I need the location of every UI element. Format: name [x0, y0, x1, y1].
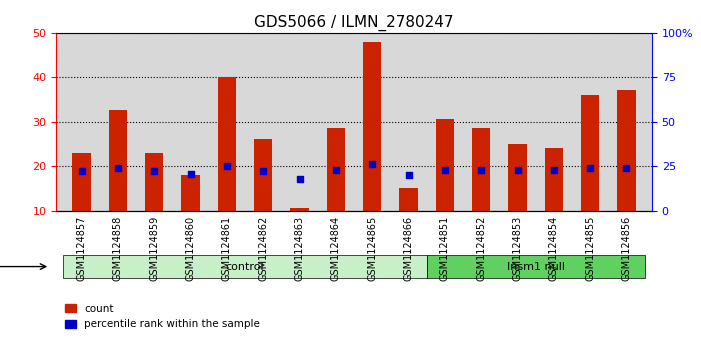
Point [330, 167, 341, 172]
Title: GDS5066 / ILMN_2780247: GDS5066 / ILMN_2780247 [254, 15, 454, 31]
Bar [72, 153, 90, 211]
Point [621, 165, 632, 171]
Bar [508, 144, 526, 211]
FancyBboxPatch shape [427, 255, 645, 278]
Bar [182, 175, 200, 211]
Bar [618, 90, 636, 211]
Point [403, 172, 414, 178]
Point [512, 167, 523, 172]
Point [257, 168, 268, 174]
Bar [545, 148, 563, 211]
Point [149, 168, 160, 174]
Point [585, 165, 596, 171]
Point [367, 162, 378, 167]
Bar [363, 41, 381, 211]
Point [294, 176, 305, 182]
Legend: count, percentile rank within the sample: count, percentile rank within the sample [61, 300, 264, 333]
Bar [436, 119, 454, 211]
Point [475, 167, 486, 172]
Bar [327, 128, 345, 211]
Bar [218, 77, 236, 211]
FancyBboxPatch shape [63, 255, 427, 278]
Bar [109, 110, 127, 211]
Bar [145, 153, 163, 211]
Bar [400, 188, 418, 211]
Bar [581, 95, 599, 211]
Point [112, 165, 123, 171]
Point [76, 168, 87, 174]
Point [185, 171, 196, 177]
Point [222, 163, 233, 169]
Point [548, 167, 559, 172]
Text: Insm1 null: Insm1 null [507, 262, 565, 272]
Bar [254, 139, 272, 211]
Text: control: control [226, 262, 264, 272]
Bar [290, 208, 308, 211]
Point [440, 167, 451, 172]
Bar [472, 128, 490, 211]
